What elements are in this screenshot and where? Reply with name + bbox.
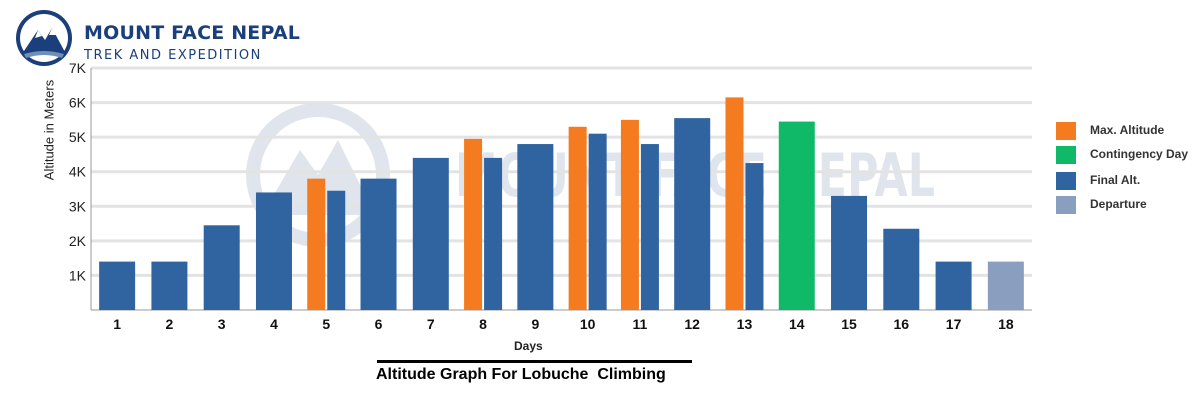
y-tick-label: 3K [69,198,87,214]
bar-final-alt-day-4 [255,192,292,310]
x-tick-label: 6 [375,316,383,332]
y-axis-label: Altitude in Meters [41,79,57,181]
y-tick-label: 6K [69,95,87,111]
x-tick-label: 18 [998,316,1014,332]
x-tick-label: 13 [737,316,753,332]
bar-max-altitude-day-8 [464,138,483,310]
x-tick-label: 14 [789,316,805,332]
bars [99,97,1024,311]
bar-final-alt-day-2 [151,261,188,310]
y-tick-label: 7K [69,60,87,76]
legend-swatch [1056,122,1076,140]
x-tick-label: 2 [166,316,174,332]
x-tick-label: 4 [270,316,278,332]
bar-final-alt-day-15 [831,195,868,310]
bar-max-altitude-day-5 [307,178,326,310]
bar-final-alt-day-1 [99,261,136,310]
mountain-climber-icon [16,10,72,66]
bar-contingency-day-day-14 [778,121,815,310]
bar-final-alt-day-11 [640,144,659,310]
y-tick-label: 2K [69,233,87,249]
bar-final-alt-day-7 [412,157,449,310]
bar-departure-day-18 [987,261,1024,310]
bar-final-alt-day-5 [327,190,346,310]
x-tick-label: 8 [479,316,487,332]
y-tick-label: 4K [69,164,87,180]
bar-max-altitude-day-11 [620,119,639,310]
x-tick-label: 7 [427,316,435,332]
x-tick-label: 11 [633,316,648,332]
legend-label: Max. Altitude [1090,123,1165,137]
bar-final-alt-day-17 [935,261,972,310]
y-tick-label: 1K [69,267,87,283]
bar-final-alt-day-6 [360,178,397,310]
legend-swatch [1056,196,1076,214]
x-tick-label: 15 [841,316,857,332]
x-tick-label: 9 [531,316,539,332]
chart-title: Altitude Graph For Lobuche Climbing [376,366,666,383]
bar-final-alt-day-16 [883,228,920,310]
bar-final-alt-day-8 [484,157,503,310]
x-tick-label: 1 [113,316,121,332]
y-tick-label: 5K [69,129,87,145]
bar-final-alt-day-13 [745,163,764,310]
legend-swatch [1056,146,1076,164]
gridlines [91,66,1032,277]
bar-max-altitude-day-10 [568,126,587,311]
x-axis-label: Days [514,339,543,353]
legend-swatch [1056,172,1076,190]
y-axis-ticks: 1K 2K 3K 4K 5K 6K 7K [69,60,87,283]
brand-name: MOUNT FACE NEPAL [84,22,301,44]
bar-final-alt-day-12 [674,118,711,310]
x-tick-label: 3 [218,316,226,332]
legend-label: Departure [1090,197,1147,211]
legend-label: Final Alt. [1090,173,1141,187]
bar-final-alt-day-3 [203,225,240,310]
brand-tagline: TREK AND EXPEDITION [84,48,262,63]
x-tick-label: 17 [946,316,962,332]
x-tick-label: 12 [684,316,700,332]
x-tick-label: 5 [322,316,330,332]
bar-final-alt-day-9 [517,144,554,310]
bar-final-alt-day-10 [588,133,607,310]
brand-logo: MOUNT FACE NEPAL TREK AND EXPEDITION [14,8,300,68]
x-axis-ticks: 1 2 3 4 5 6 7 8 9 10 11 12 13 14 15 16 17 18 [113,316,1014,332]
title-rule [377,360,692,363]
bar-max-altitude-day-13 [725,97,744,310]
x-tick-label: 16 [894,316,910,332]
legend-label: Contingency Day [1090,147,1189,161]
x-tick-label: 10 [580,316,596,332]
